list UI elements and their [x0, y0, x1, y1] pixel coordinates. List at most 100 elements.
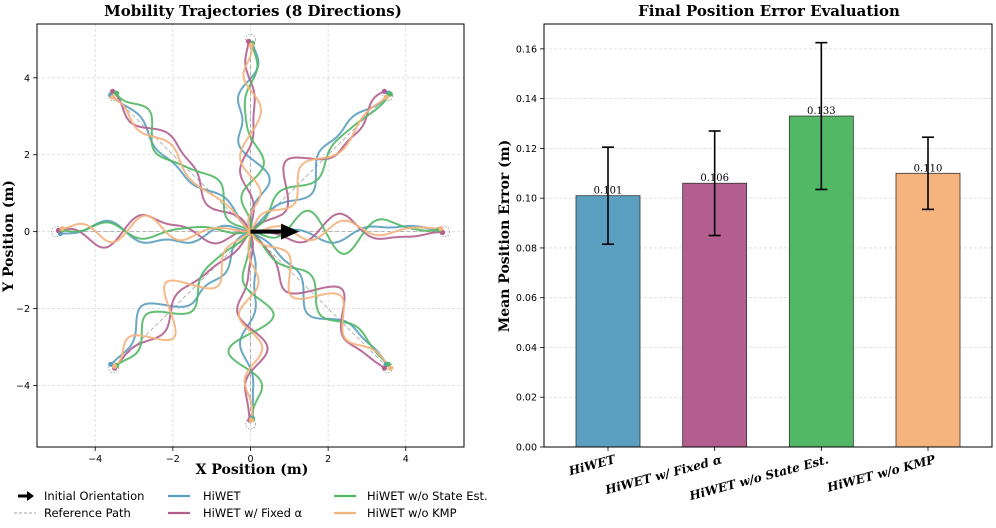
orientation-arrow-head	[281, 223, 300, 240]
y-tick-label: 2	[24, 150, 30, 161]
trajectory-endpoint	[112, 363, 118, 369]
trajectory-line	[62, 214, 251, 244]
target-marker	[245, 33, 256, 45]
bar-value-label: 0.110	[914, 163, 943, 174]
error-value-labels: 0.101 0.106 0.133 0.110	[594, 106, 943, 197]
trajectory-line	[249, 230, 388, 365]
trajectory-endpoint	[383, 94, 389, 100]
trajectory-line	[236, 42, 271, 232]
trajectory-endpoint	[381, 365, 388, 371]
trajectory-line	[249, 230, 386, 369]
trajectory-line	[239, 231, 257, 419]
legend-entry-fixed-alpha: HiWET w/ Fixed α	[168, 506, 303, 520]
error-ticks: 0.00 0.02 0.04 0.06 0.08 0.10 0.12 0.14 0.16	[516, 44, 929, 454]
legend-arrow-icon	[27, 491, 34, 501]
trajectory-endpoint	[248, 417, 254, 423]
trajectory-endpoint	[110, 88, 116, 94]
error-panel: Final Position Error Evaluation 0.1010.1…	[497, 2, 993, 503]
x-tick-label: −4	[88, 454, 102, 465]
bar	[895, 172, 961, 448]
target-marker	[245, 418, 256, 430]
trajectory-endpoint	[110, 94, 116, 100]
trajectory-endpoint	[108, 361, 114, 367]
trajectory-line	[110, 230, 251, 366]
error-frame	[543, 23, 993, 448]
legend-label: HiWET w/o State Est.	[367, 489, 488, 503]
trajectory-endpoint	[55, 227, 61, 234]
x-tick-label: 2	[325, 454, 331, 465]
trajectory-endpoint	[440, 229, 446, 236]
y-tick-label: 0.14	[516, 94, 537, 105]
bar-value-label: 0.101	[594, 186, 623, 197]
trajectory-endpoint	[387, 91, 393, 97]
trajectory-ticks: −4 −2 0 2 4 −4 −2 0 2 4	[16, 73, 409, 465]
trajectory-line	[227, 231, 275, 420]
trajectory-line	[249, 93, 392, 233]
y-tick-label: 0.00	[516, 443, 537, 454]
error-bars	[575, 115, 961, 448]
trajectory-line	[115, 231, 252, 367]
trajectory-endpoints	[55, 38, 446, 423]
y-tick-label: 0	[24, 227, 30, 238]
legend-entry-wo-kmp: HiWET w/o KMP	[334, 506, 457, 520]
legend-entry-initial-orientation: Initial Orientation	[18, 489, 144, 503]
trajectory-line	[249, 231, 391, 369]
y-tick-label: −4	[16, 381, 30, 392]
y-tick-label: 0.02	[516, 393, 537, 404]
x-tick-label: 0	[247, 454, 253, 465]
error-whiskers	[602, 41, 934, 246]
bar-value-label: 0.106	[700, 173, 729, 184]
x-category-label: HiWET w/o KMP	[825, 452, 938, 495]
y-tick-label: 0.04	[516, 343, 537, 354]
bar-value-label: 0.133	[807, 106, 836, 117]
y-tick-label: 0.06	[516, 293, 537, 304]
y-tick-label: 0.16	[516, 44, 537, 55]
trajectory-line	[113, 231, 252, 369]
trajectory-endpoint	[387, 365, 393, 371]
trajectory-line	[239, 45, 262, 233]
y-tick-label: 0.10	[516, 194, 537, 205]
trajectory-ylabel: Y Position (m)	[1, 180, 17, 293]
trajectory-endpoint	[438, 225, 444, 232]
trajectory-endpoint	[381, 88, 388, 94]
legend-label: HiWET	[203, 489, 241, 503]
legend-label: HiWET w/o KMP	[367, 506, 457, 520]
legend: Initial Orientation Reference Path HiWET…	[14, 489, 488, 520]
x-category-label: HiWET	[566, 452, 617, 478]
trajectory-line	[240, 43, 265, 232]
trajectory-line	[249, 96, 388, 233]
trajectory-line	[239, 41, 256, 232]
y-tick-label: 4	[24, 73, 30, 84]
legend-label: HiWET w/ Fixed α	[203, 506, 303, 520]
error-ylabel: Mean Position Error (m)	[497, 140, 513, 332]
error-title: Final Position Error Evaluation	[638, 2, 900, 20]
x-tick-label: −2	[166, 454, 180, 465]
trajectory-endpoint	[385, 361, 391, 367]
y-tick-label: 0.12	[516, 144, 537, 155]
trajectory-endpoint	[245, 38, 252, 44]
legend-entry-hiwet: HiWET	[168, 489, 241, 503]
trajectory-endpoint	[59, 225, 65, 232]
orientation-arrow	[250, 223, 300, 240]
trajectory-xlabel: X Position (m)	[196, 462, 309, 478]
trajectory-line	[114, 230, 252, 368]
legend-label: Reference Path	[44, 506, 131, 520]
y-tick-label: 0.08	[516, 243, 537, 254]
legend-label: Initial Orientation	[44, 489, 144, 503]
x-tick-label: 4	[403, 454, 409, 465]
trajectory-line	[61, 221, 251, 240]
trajectory-title: Mobility Trajectories (8 Directions)	[104, 2, 402, 20]
target-marker	[107, 362, 119, 374]
trajectory-line	[249, 230, 389, 366]
trajectory-endpoint	[113, 90, 120, 96]
trajectory-line	[110, 94, 252, 233]
y-tick-label: −2	[16, 304, 30, 315]
legend-entry-reference-path: Reference Path	[14, 506, 131, 520]
trajectory-endpoint	[248, 42, 254, 48]
target-marker	[382, 90, 394, 102]
legend-entry-wo-state: HiWET w/o State Est.	[334, 489, 488, 503]
trajectory-line	[237, 231, 264, 421]
trajectory-line	[112, 96, 252, 233]
